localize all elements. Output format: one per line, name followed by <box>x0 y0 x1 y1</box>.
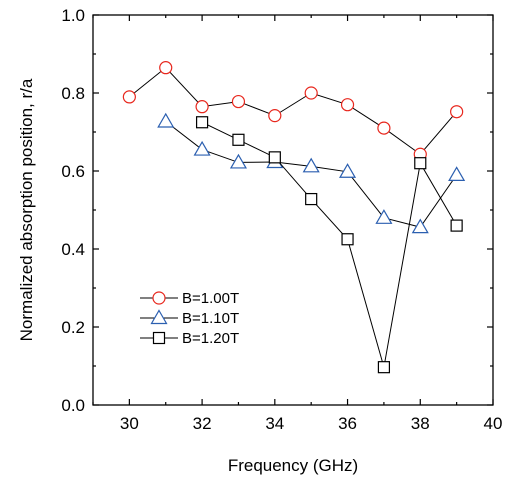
y-tick-label: 1.0 <box>61 6 85 25</box>
data-point <box>339 163 357 178</box>
legend-label: B=1.20T <box>182 330 239 347</box>
y-axis-title: Normalized absorption position, r/a <box>17 78 36 341</box>
data-point <box>232 133 245 146</box>
data-point <box>448 166 466 181</box>
series-layer <box>122 61 466 374</box>
series-line <box>165 121 458 228</box>
y-tick-label: 0.2 <box>61 318 85 337</box>
x-tick-label: 32 <box>193 414 212 433</box>
series-1 <box>122 61 464 161</box>
y-tick-label: 0.8 <box>61 84 85 103</box>
data-point <box>268 151 281 164</box>
x-tick-label: 40 <box>484 414 503 433</box>
legend-entry: B=1.10T <box>140 309 239 327</box>
series-3 <box>195 116 463 374</box>
x-tick-label: 34 <box>265 414 284 433</box>
data-point <box>340 98 355 112</box>
plot-frame <box>92 14 494 406</box>
legend-entry: B=1.20T <box>140 330 239 347</box>
data-point <box>229 153 247 169</box>
data-point <box>157 112 175 128</box>
data-point <box>450 219 463 232</box>
data-point <box>159 61 173 75</box>
y-tick-label: 0.0 <box>61 396 85 415</box>
data-point <box>305 192 318 206</box>
legend-marker <box>152 331 166 345</box>
data-point <box>268 109 282 123</box>
x-axis-ticks: 30 32 34 36 38 40 <box>92 15 503 433</box>
data-point <box>302 157 320 173</box>
data-point <box>341 233 354 246</box>
data-point <box>122 90 136 104</box>
data-point <box>231 94 246 109</box>
y-axis-ticks: 0.0 0.2 0.4 0.6 0.8 1.0 <box>61 6 493 415</box>
legend-entry: B=1.00T <box>140 290 239 307</box>
x-tick-label: 38 <box>411 414 430 433</box>
y-tick-label: 0.6 <box>61 162 85 181</box>
data-point <box>411 218 429 234</box>
x-tick-label: 30 <box>120 414 139 433</box>
legend-label: B=1.10T <box>182 310 239 327</box>
legend-marker <box>152 291 166 305</box>
data-point <box>375 209 393 224</box>
legend-marker <box>150 309 168 325</box>
data-point <box>377 121 391 135</box>
data-point <box>414 157 427 170</box>
legend: B=1.00T B=1.10T B=1.20T <box>140 290 239 347</box>
data-point <box>377 361 391 374</box>
data-point <box>304 86 318 100</box>
x-axis-title: Frequency (GHz) <box>228 456 358 475</box>
x-tick-label: 36 <box>338 414 357 433</box>
legend-label: B=1.00T <box>182 290 239 307</box>
y-tick-label: 0.4 <box>61 240 85 259</box>
data-point <box>195 116 209 129</box>
series-line <box>129 66 458 155</box>
data-point <box>450 105 464 119</box>
data-point <box>193 140 211 156</box>
plot-area-border <box>92 14 494 406</box>
data-point <box>195 100 209 114</box>
